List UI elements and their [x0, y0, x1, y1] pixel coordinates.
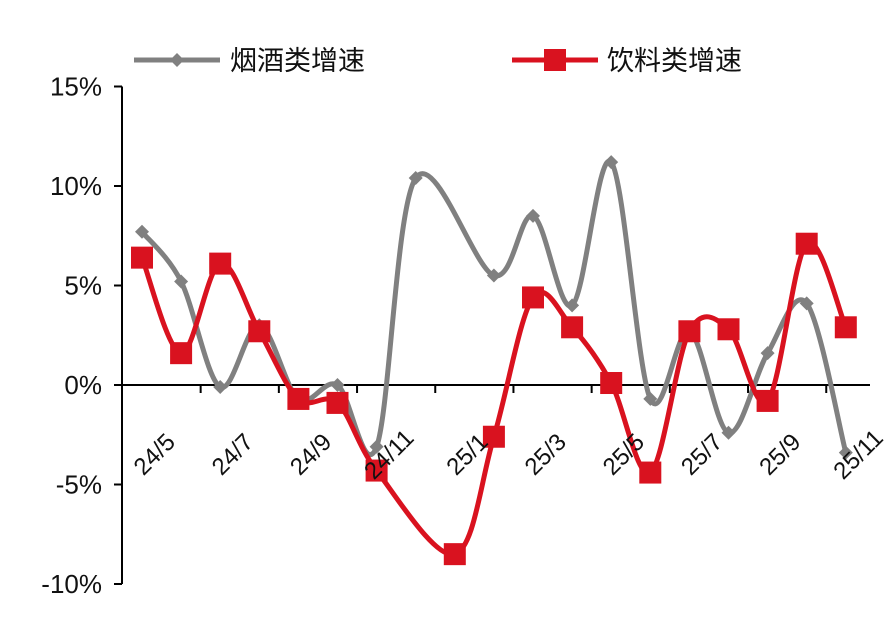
y-tick-label: -5% — [56, 470, 102, 500]
legend-label: 饮料类增速 — [607, 46, 742, 77]
data-point-diamond — [799, 296, 814, 311]
x-tick-label: 24/7 — [207, 429, 259, 481]
data-point-diamond — [408, 171, 423, 186]
data-point-square — [717, 318, 740, 341]
data-point-diamond — [213, 379, 228, 394]
data-point-square — [287, 387, 310, 410]
data-point-square — [443, 543, 466, 566]
data-point-diamond — [135, 224, 149, 239]
y-tick-label: 0% — [64, 370, 102, 400]
data-point-diamond — [760, 346, 775, 361]
data-point-square — [756, 389, 779, 412]
data-point-square — [678, 320, 701, 343]
legend-item-2: 饮料类增速 — [512, 46, 742, 77]
data-point-square — [248, 320, 271, 343]
data-point-square — [795, 232, 818, 255]
legend-label: 烟酒类增速 — [230, 46, 365, 77]
data-point-diamond — [643, 391, 658, 406]
data-point-square — [834, 316, 857, 339]
data-point-diamond — [565, 298, 580, 313]
axes: 15% 10% 5% 0% -5% -10% — [41, 72, 870, 599]
x-tick-labels: 24/5 24/7 24/9 24/11 25/1 25/3 25/5 25/7 25/9 25/… — [129, 425, 889, 485]
data-point-diamond — [721, 425, 736, 440]
y-tick-label: -10% — [41, 569, 102, 599]
data-point-square — [639, 461, 662, 484]
data-point-square — [326, 391, 349, 414]
data-point-diamond — [838, 445, 853, 460]
legend-marker-square — [544, 49, 566, 71]
legend-item-1: 烟酒类增速 — [134, 46, 365, 77]
x-tick-label: 25/3 — [520, 429, 572, 481]
data-point-square — [482, 425, 505, 448]
x-tick-label: 24/9 — [285, 429, 337, 481]
x-tick-label: 25/9 — [754, 429, 806, 481]
data-point-square — [365, 459, 388, 482]
data-point-square — [522, 286, 544, 309]
y-tick-label: 10% — [50, 171, 102, 201]
data-point-diamond — [174, 274, 189, 289]
data-point-diamond — [330, 378, 345, 392]
data-point-square — [600, 372, 623, 395]
series-layer — [131, 155, 857, 566]
data-point-diamond — [526, 208, 540, 223]
data-point-diamond — [486, 268, 501, 283]
legend-marker-diamond — [170, 53, 184, 67]
data-point-square — [170, 342, 193, 365]
data-point-diamond — [369, 439, 384, 454]
data-point-square — [209, 252, 232, 275]
data-point-diamond — [604, 155, 619, 170]
data-point-square — [561, 316, 584, 339]
data-point-square — [131, 246, 153, 269]
x-tick-label: 24/5 — [129, 429, 181, 481]
series-2 — [131, 232, 857, 566]
legend: 烟酒类增速 饮料类增速 — [134, 46, 742, 77]
series-line — [139, 240, 849, 557]
x-tick-label: 25/7 — [676, 429, 728, 481]
series-1 — [135, 155, 853, 460]
y-tick-label: 15% — [50, 72, 102, 102]
y-tick-label: 5% — [64, 271, 102, 301]
x-tick-label: 25/11 — [828, 425, 888, 485]
